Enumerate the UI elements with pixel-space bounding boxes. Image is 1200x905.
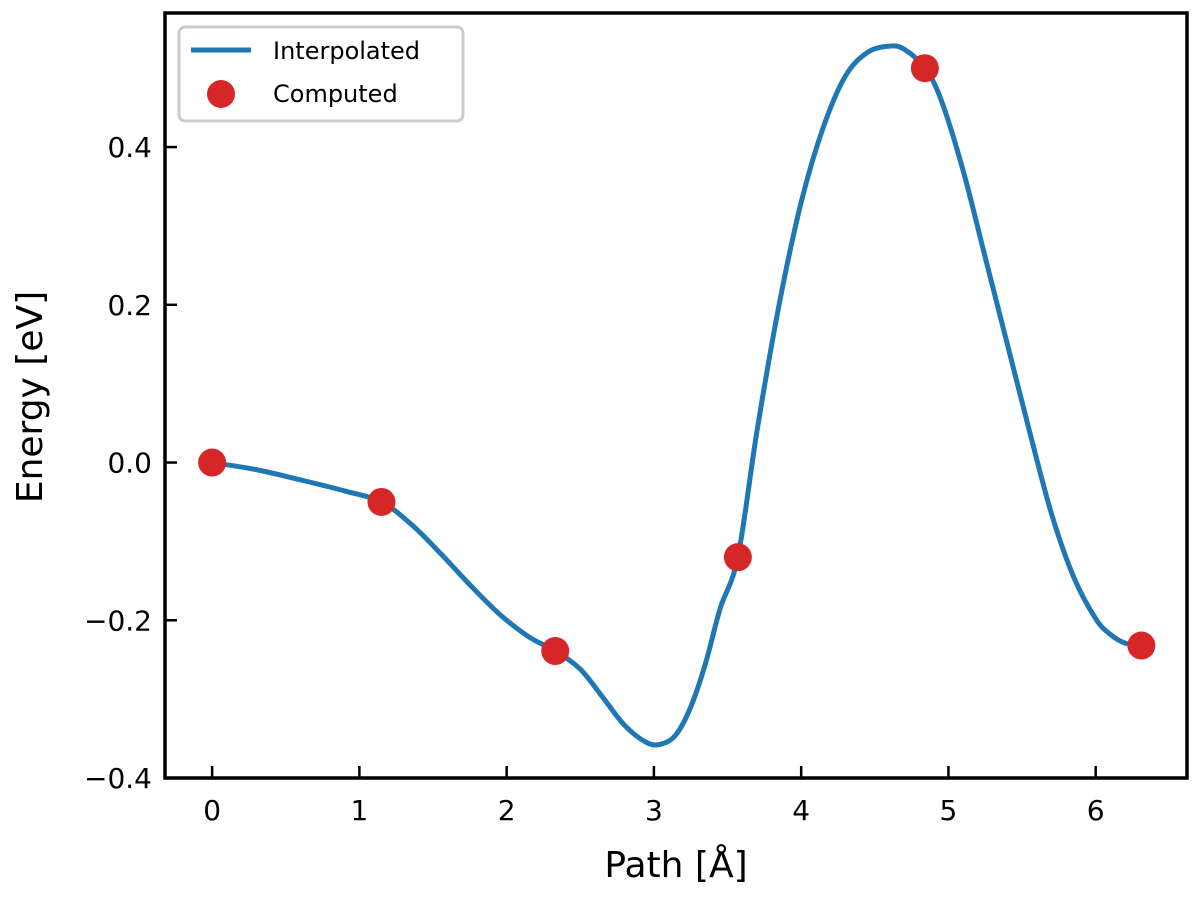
series-layer: [198, 43, 1156, 748]
x-axis-label: Path [Å]: [604, 843, 747, 886]
legend-marker-swatch: [207, 80, 235, 108]
x-tick-label: 6: [1087, 794, 1105, 827]
x-tick-label: 5: [940, 794, 958, 827]
y-tick-label: −0.4: [84, 762, 152, 795]
computed-point: [367, 487, 396, 516]
computed-point: [198, 448, 227, 477]
y-tick-label: −0.2: [84, 604, 152, 637]
y-axis-label: Energy [eV]: [10, 291, 51, 503]
interpolated-series-line: [211, 43, 1142, 748]
x-tick-label: 3: [645, 794, 663, 827]
plot-area-background: [165, 13, 1187, 778]
computed-point: [910, 54, 939, 83]
x-tick-label: 1: [350, 794, 368, 827]
legend: Interpolated Computed: [177, 25, 465, 123]
y-tick-label: 0.2: [107, 289, 152, 322]
legend-label-interpolated: Interpolated: [273, 37, 420, 65]
ticks-layer: 0 1 2 3 4 5 6 −0.4 −0.2 0.0 0.2 0.4: [84, 131, 1105, 827]
computed-point: [723, 543, 752, 572]
plot-frame: [163, 11, 1189, 780]
x-tick-label: 4: [792, 794, 810, 827]
y-tick-label: 0.4: [107, 131, 152, 164]
computed-point: [541, 637, 570, 666]
y-tick-label: 0.0: [107, 447, 152, 480]
computed-point: [1127, 631, 1156, 660]
legend-label-computed: Computed: [273, 80, 398, 108]
x-tick-label: 2: [498, 794, 516, 827]
x-tick-label: 0: [203, 794, 221, 827]
